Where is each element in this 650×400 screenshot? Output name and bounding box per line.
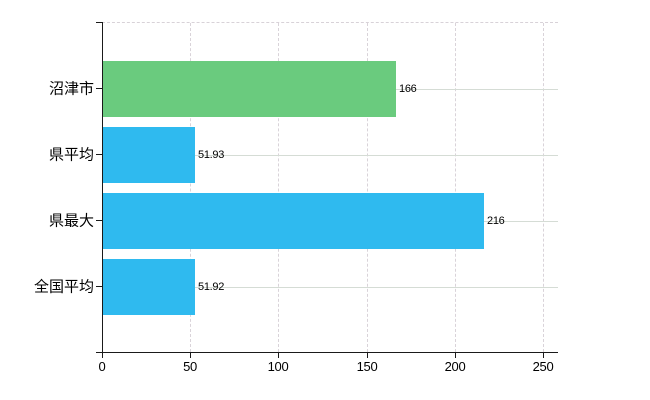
category-label-3: 全国平均 xyxy=(33,278,94,296)
x-tick-0 xyxy=(102,352,103,358)
y-tick-1 xyxy=(96,154,102,155)
category-label-0: 沼津市 xyxy=(48,80,94,98)
x-tick-label-200: 200 xyxy=(444,359,466,374)
bar-value-label-1: 51.93 xyxy=(198,149,225,161)
x-tick-label-150: 150 xyxy=(356,359,378,374)
x-tick-label-100: 100 xyxy=(267,359,289,374)
bar-value-label-0: 166 xyxy=(399,83,417,95)
y-tick-top xyxy=(96,22,102,23)
plot-area: 166 51.93 216 51.92 xyxy=(102,22,558,352)
x-tick-200 xyxy=(455,352,456,358)
y-tick-3 xyxy=(96,286,102,287)
x-tick-50 xyxy=(190,352,191,358)
x-gridline-200 xyxy=(455,23,456,352)
x-gridline-100 xyxy=(278,23,279,352)
y-gridline-category-1 xyxy=(102,155,558,156)
category-label-1: 県平均 xyxy=(48,146,94,164)
bar-3 xyxy=(103,259,195,315)
bar-value-label-2: 216 xyxy=(487,215,505,227)
y-tick-2 xyxy=(96,220,102,221)
bar-value-label-3: 51.92 xyxy=(198,281,225,293)
y-axis-line xyxy=(102,22,103,352)
bar-1 xyxy=(103,127,195,183)
x-tick-label-250: 250 xyxy=(532,359,554,374)
y-tick-0 xyxy=(96,88,102,89)
x-gridline-50 xyxy=(190,23,191,352)
x-tick-label-50: 50 xyxy=(183,359,197,374)
y-gridline-category-3 xyxy=(102,287,558,288)
x-gridline-150 xyxy=(367,23,368,352)
bar-0 xyxy=(103,61,396,117)
bar-2 xyxy=(103,193,484,249)
x-axis-line xyxy=(96,352,558,353)
x-tick-100 xyxy=(278,352,279,358)
x-gridline-250 xyxy=(543,23,544,352)
x-tick-150 xyxy=(367,352,368,358)
x-tick-250 xyxy=(543,352,544,358)
x-tick-label-0: 0 xyxy=(98,359,106,374)
category-label-2: 県最大 xyxy=(48,212,94,230)
